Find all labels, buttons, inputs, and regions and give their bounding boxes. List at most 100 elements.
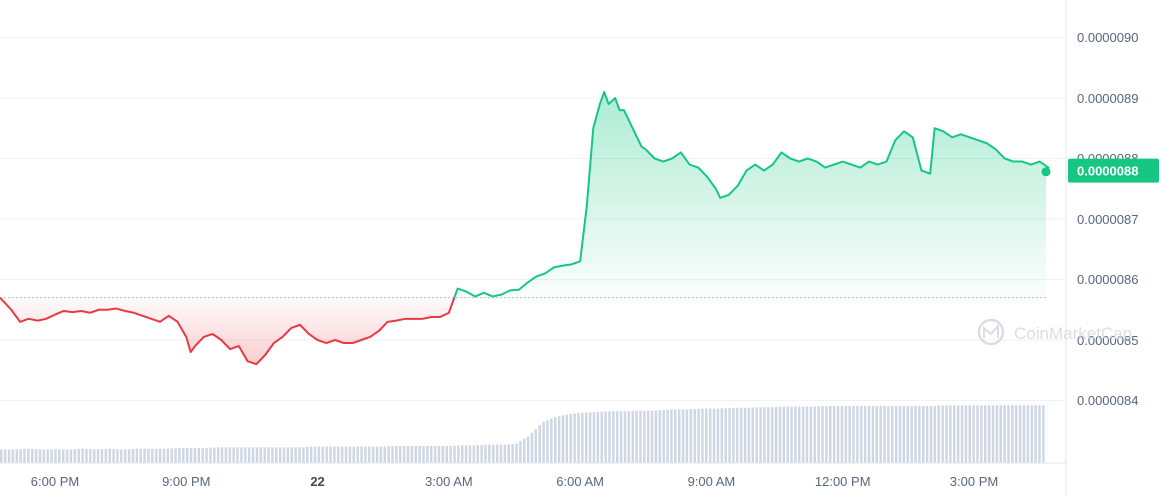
coinmarketcap-logo-mark <box>983 323 999 338</box>
volume-bar <box>658 410 662 463</box>
volume-bar <box>499 444 503 463</box>
volume-bar <box>720 408 724 463</box>
volume-bar <box>805 406 809 463</box>
volume-bar <box>577 413 580 463</box>
volume-bar <box>627 411 631 463</box>
volume-bar <box>387 446 390 463</box>
volume-bar <box>1038 405 1041 463</box>
volume-bar <box>232 447 235 463</box>
volume-bar <box>375 446 379 463</box>
volume-bar <box>457 445 460 463</box>
volume-bar <box>476 445 479 463</box>
volume-bar <box>705 408 708 463</box>
volume-bar <box>360 446 363 463</box>
volume-bar <box>189 448 193 463</box>
volume-bar <box>995 405 999 463</box>
volume-bar <box>662 410 665 463</box>
watermark-label: CoinMarketCap <box>1014 324 1132 343</box>
volume-bar <box>453 445 456 463</box>
volume-bar <box>356 446 359 463</box>
volume-bar <box>484 444 487 463</box>
volume-bar <box>406 446 410 463</box>
volume-bar <box>906 405 909 463</box>
coinmarketcap-logo-icon <box>977 318 1005 346</box>
x-axis: 6:00 PM 9:00 PM 22 3:00 AM 6:00 AM 9:00 AM 12:… <box>31 474 998 489</box>
volume-bar <box>1026 405 1030 463</box>
y-tick-label: 0.0000089 <box>1077 91 1138 106</box>
volume-bar <box>267 447 270 463</box>
volume-bar <box>480 444 483 463</box>
volume-bar <box>759 407 762 463</box>
volume-bar <box>282 447 286 463</box>
volume-bar <box>1042 405 1045 463</box>
volume-bar <box>635 410 638 463</box>
volume-bar <box>131 448 135 463</box>
volume-bar <box>306 446 309 463</box>
volume-bar <box>933 405 937 463</box>
volume-bar <box>38 449 42 463</box>
price-area-up <box>454 91 1049 298</box>
volume-bar <box>643 410 646 463</box>
volume-bar <box>468 445 472 463</box>
volume-bar <box>313 446 317 463</box>
volume-bar <box>348 446 352 463</box>
volume-bar <box>670 409 673 463</box>
volume-bar <box>139 448 142 463</box>
volume-bar <box>608 411 611 463</box>
volume-bar <box>681 409 685 463</box>
volume-bar <box>689 409 693 463</box>
volume-bar <box>127 449 131 463</box>
volume-bar <box>832 405 836 463</box>
volume-bar <box>790 406 793 463</box>
volume-bar <box>937 405 940 463</box>
volume-bar <box>507 444 510 463</box>
volume-bar <box>34 449 38 463</box>
volume-bar <box>1030 405 1033 463</box>
volume-bar <box>135 448 139 463</box>
volume-bar <box>220 447 224 463</box>
volume-bar <box>693 409 696 463</box>
volume-bar <box>716 408 720 463</box>
volume-bar <box>809 406 813 463</box>
x-tick-label: 3:00 AM <box>425 474 473 489</box>
volume-bar <box>542 421 545 463</box>
volume-bar <box>294 447 297 463</box>
volume-bar <box>879 405 882 463</box>
volume-bar <box>395 446 398 463</box>
volume-bar <box>770 407 774 463</box>
volume-bar <box>178 448 181 463</box>
volume-bar <box>592 412 596 463</box>
volume-bar <box>50 449 53 463</box>
x-tick-label: 9:00 PM <box>162 474 210 489</box>
volume-bar <box>317 446 321 463</box>
volume-bar <box>991 405 995 463</box>
volume-bar <box>956 405 960 463</box>
volume-bar <box>492 444 495 463</box>
volume-bar <box>677 409 681 463</box>
volume-bar <box>863 405 867 463</box>
volume-bar <box>623 411 627 463</box>
x-tick-label: 12:00 PM <box>815 474 871 489</box>
volume-bar <box>430 446 433 463</box>
volume-bar <box>953 405 956 463</box>
price-area-fill <box>0 91 1049 365</box>
volume-bar <box>534 428 538 463</box>
volume-bar <box>418 446 421 463</box>
volume-bar <box>794 406 797 463</box>
volume-bar <box>910 405 913 463</box>
volume-bar <box>228 447 232 463</box>
volume-bar <box>143 448 146 463</box>
volume-bar <box>259 447 263 463</box>
x-tick-label: 6:00 PM <box>31 474 79 489</box>
current-price-badge: 0.0000088 <box>1068 158 1159 183</box>
volume-bar <box>987 405 991 463</box>
volume-bar <box>941 405 944 463</box>
volume-bar <box>503 444 507 463</box>
volume-bar <box>337 446 340 463</box>
volume-bar <box>27 448 30 463</box>
volume-bar <box>85 448 88 463</box>
volume-bar <box>612 411 615 463</box>
current-price-dot <box>1041 167 1051 177</box>
volume-bar <box>433 446 437 463</box>
